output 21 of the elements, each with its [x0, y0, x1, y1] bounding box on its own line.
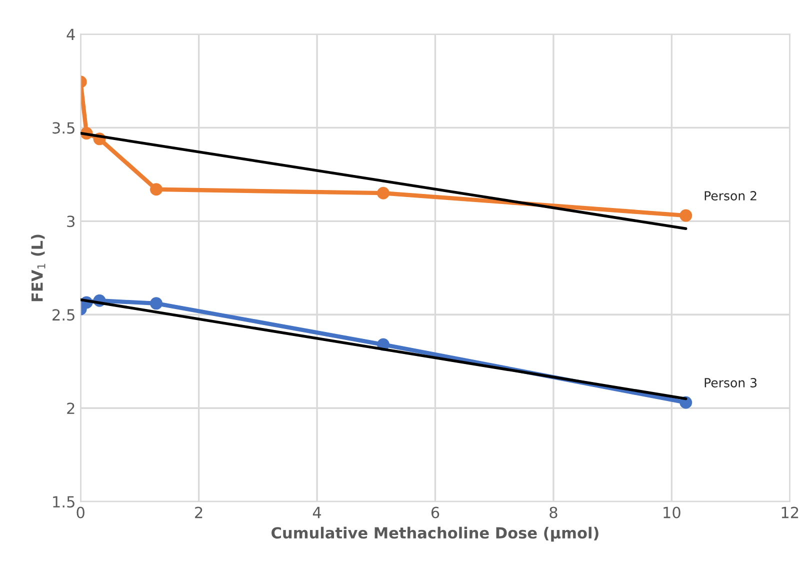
y-tick-label: 4 [66, 28, 75, 40]
y-tick-label: 3 [67, 216, 75, 228]
point [680, 209, 692, 222]
y-tick-label: 2.5 [52, 309, 74, 321]
x-tick-label: 10 [664, 506, 680, 518]
x-tick-label: 8 [550, 506, 558, 518]
y-axis-title: FEV$_{1}$ (L) [31, 234, 46, 302]
x-tick-label: 0 [76, 506, 84, 518]
series-label: Person 2 [704, 191, 756, 200]
point [376, 186, 390, 200]
point [150, 183, 163, 196]
x-tick-label: 2 [195, 506, 202, 518]
x-tick-label: 12 [782, 506, 798, 518]
point [150, 297, 163, 310]
y-tick-label: 3.5 [52, 122, 74, 134]
x-tick-label: 4 [312, 506, 322, 518]
y-tick-label: 2 [67, 402, 74, 414]
x-axis-title: Cumulative Methacholine Dose (µmol) [272, 526, 598, 542]
y-tick-label: 1.5 [53, 496, 74, 508]
series-label: Person 3 [704, 378, 757, 388]
x-tick-label: 6 [431, 506, 440, 518]
